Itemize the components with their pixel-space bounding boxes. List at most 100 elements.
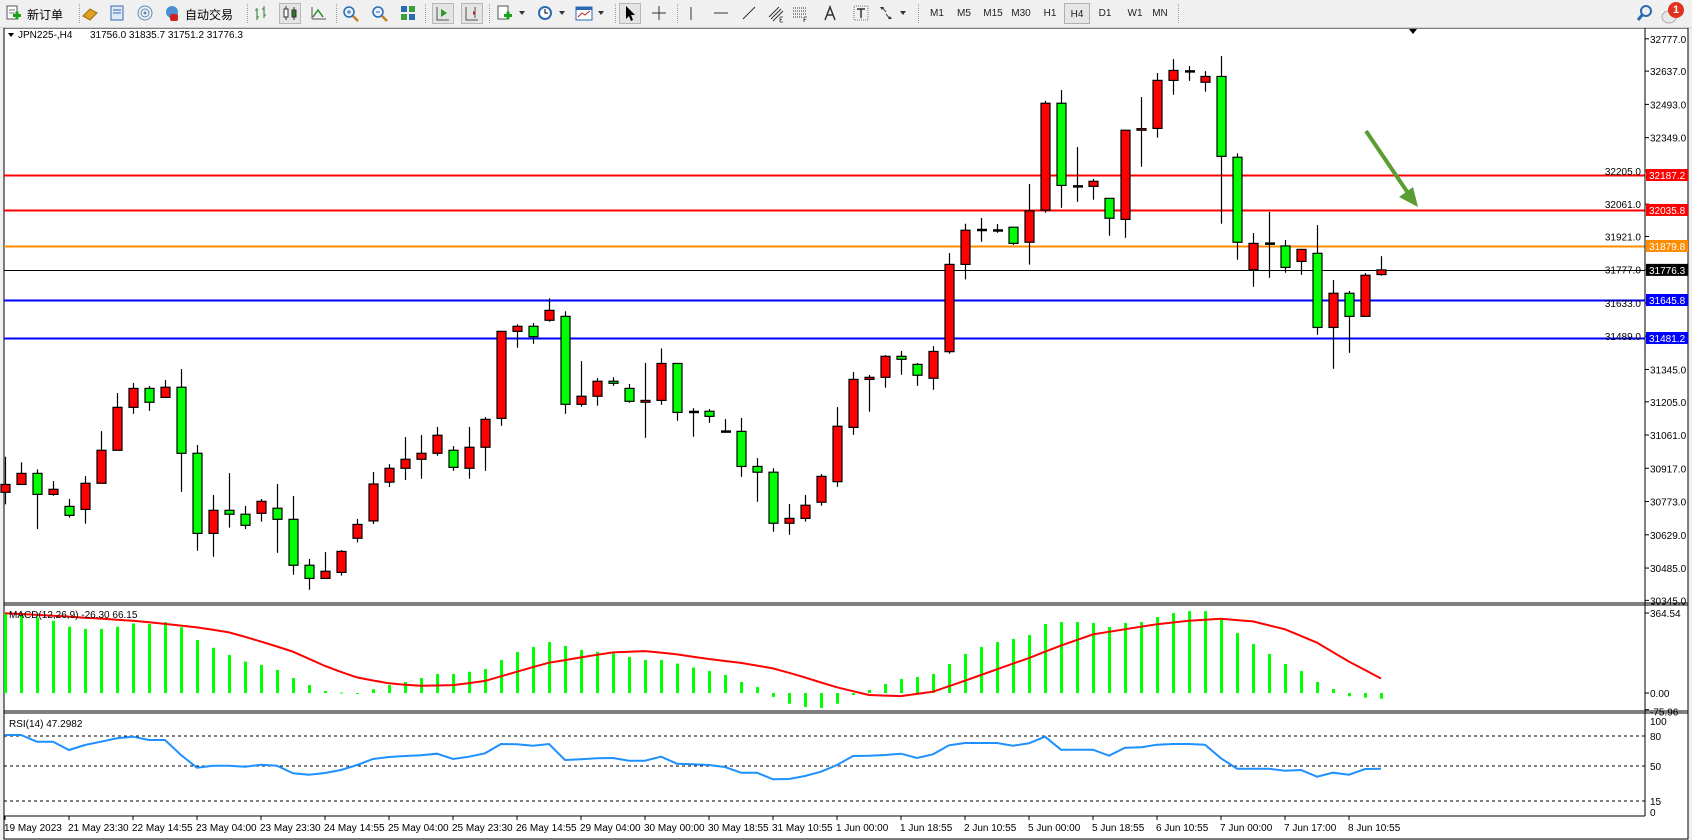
candle-body	[544, 309, 555, 321]
auto-trading-label[interactable]: 自动交易	[185, 8, 234, 22]
candle-body	[32, 472, 43, 495]
macd-histogram-bar	[404, 682, 407, 693]
macd-histogram-bar	[260, 664, 263, 693]
price-pane[interactable]	[0, 56, 1645, 590]
macd-histogram-bar	[820, 693, 823, 708]
price-tick-label: 30773.0	[1650, 498, 1687, 509]
text-label-button[interactable]	[850, 3, 872, 24]
new-order-label[interactable]: 新订单	[27, 8, 64, 22]
signals-button[interactable]	[134, 3, 156, 24]
crosshair-button[interactable]	[648, 3, 670, 24]
candle-body	[752, 465, 763, 473]
candle	[304, 559, 315, 590]
candle-body	[640, 399, 651, 403]
time-axis-label: 2 Jun 10:55	[964, 823, 1017, 834]
price-tick-label: 32777.0	[1650, 35, 1687, 46]
fibonacci-button[interactable]	[789, 3, 811, 24]
candle-body	[608, 380, 619, 384]
timeframe-m30-button[interactable]: M30	[1011, 8, 1031, 19]
macd-pane[interactable]: MACD(12,26,9) -26.30 66.15 364.540.00-75.…	[4, 609, 1681, 719]
auto-trading-button[interactable]	[161, 3, 183, 24]
macd-histogram-bar	[1284, 664, 1287, 693]
macd-histogram-bar	[1028, 635, 1031, 693]
candle	[993, 223, 1003, 233]
trendline-button[interactable]	[738, 3, 760, 24]
dropdown-arrow-icon[interactable]	[559, 11, 565, 15]
cursor-button[interactable]	[619, 3, 641, 24]
new-order-button[interactable]	[3, 3, 25, 24]
time-axis-label: 22 May 14:55	[132, 823, 193, 834]
candle-body-doji	[1073, 185, 1083, 188]
zoom-out-icon	[370, 4, 390, 23]
fibo-channel-button[interactable]	[765, 3, 787, 24]
timeframe-mn-button[interactable]: MN	[1152, 8, 1168, 19]
candle	[977, 217, 987, 242]
candle	[1328, 280, 1339, 369]
timeframe-m1-button[interactable]: M1	[930, 8, 944, 19]
vertical-line-icon	[681, 4, 701, 23]
timeframe-m15-button[interactable]: M15	[983, 8, 1003, 19]
macd-histogram-bar	[1364, 693, 1367, 698]
chart-shift-marker-icon[interactable]	[1409, 29, 1417, 34]
line-chart-icon	[309, 4, 329, 23]
candle-body	[1088, 180, 1099, 187]
timeframe-h4-button[interactable]: H4	[1064, 3, 1090, 24]
timeframe-h1-button[interactable]: H1	[1043, 8, 1057, 19]
price-tick-label: 32349.0	[1650, 134, 1687, 145]
indicators-icon	[495, 4, 515, 23]
candle-body	[304, 564, 315, 580]
chart-shift-button[interactable]	[461, 3, 483, 24]
candlesticks-button[interactable]	[279, 3, 301, 24]
timeframe-m5-button[interactable]: M5	[957, 8, 971, 19]
vertical-line-button[interactable]	[680, 3, 702, 24]
candle-body	[576, 395, 587, 405]
rsi-axis-label: 50	[1650, 762, 1662, 773]
arrows-button[interactable]	[875, 3, 897, 24]
macd-axis-label: 364.54	[1650, 609, 1681, 620]
price-tick-label: 31489.0	[1605, 332, 1642, 343]
chart-menu-triangle-icon[interactable]	[8, 33, 14, 37]
text-icon	[820, 4, 840, 23]
search-icon[interactable]	[1636, 4, 1654, 27]
candle-body	[1168, 69, 1179, 81]
dropdown-arrow-icon[interactable]	[598, 11, 604, 15]
zoom-in-button[interactable]	[340, 3, 362, 24]
candle-body	[416, 452, 427, 460]
tile-windows-button[interactable]	[397, 3, 419, 24]
candle	[1136, 97, 1147, 167]
timeframe-w1-button[interactable]: W1	[1127, 8, 1143, 19]
price-tick-label: 32061.0	[1605, 200, 1642, 211]
line-chart-button[interactable]	[308, 3, 330, 24]
text-button[interactable]	[819, 3, 841, 24]
candle-body	[672, 362, 683, 414]
dropdown-arrow-icon[interactable]	[900, 11, 906, 15]
candle	[1248, 233, 1259, 287]
zoom-out-button[interactable]	[369, 3, 391, 24]
toolbar-separator	[247, 4, 248, 23]
terminal-button[interactable]	[106, 3, 128, 24]
templates-button[interactable]	[573, 3, 595, 24]
macd-histogram-bar	[52, 620, 55, 693]
macd-histogram-bar	[676, 663, 679, 693]
candle-body	[256, 500, 267, 514]
macd-signal-line	[4, 612, 1382, 698]
auto-scroll-button[interactable]	[432, 3, 454, 24]
price-tick-label: 31345.0	[1650, 365, 1687, 376]
market-watch-button[interactable]	[79, 3, 101, 24]
indicators-button[interactable]	[494, 3, 516, 24]
macd-histogram-bar	[1188, 611, 1191, 693]
candle-body	[240, 513, 251, 526]
rsi-pane[interactable]: RSI(14) 47.2982 100 80 50 150	[4, 717, 1667, 819]
timeframe-d1-button[interactable]: D1	[1098, 8, 1112, 19]
arrow-annotation[interactable]	[1364, 129, 1418, 207]
horizontal-line-button[interactable]	[710, 3, 732, 24]
candle	[256, 498, 267, 522]
notification-badge[interactable]: 1	[1668, 2, 1684, 18]
dropdown-arrow-icon[interactable]	[519, 11, 525, 15]
bar-chart-button[interactable]	[251, 3, 273, 24]
periods-button[interactable]	[534, 3, 556, 24]
candle	[608, 377, 619, 386]
macd-histogram-bar	[1124, 622, 1127, 693]
macd-histogram-bar	[1044, 624, 1047, 693]
